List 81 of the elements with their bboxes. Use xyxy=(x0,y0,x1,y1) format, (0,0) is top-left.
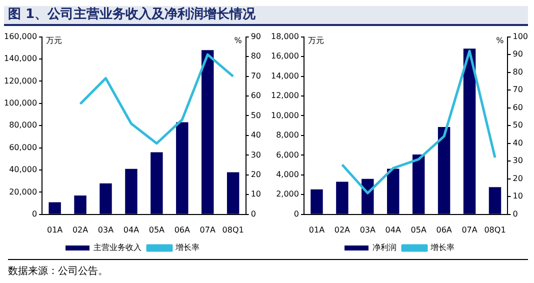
bar xyxy=(150,152,163,214)
y-tick-label: 140,000 xyxy=(4,54,38,64)
y-tick-label: 60,000 xyxy=(9,142,38,152)
bar xyxy=(48,202,61,214)
x-tick-label: 08Q1 xyxy=(484,225,506,234)
bar xyxy=(488,187,502,214)
y2-tick-label: 80 xyxy=(512,67,523,76)
y2-tick-label: 30 xyxy=(512,156,523,166)
x-tick-label: 05A xyxy=(410,225,427,234)
x-tick-label: 06A xyxy=(174,225,191,234)
x-tick-label: 05A xyxy=(148,225,166,234)
y2-tick-label: 50 xyxy=(250,110,262,120)
x-tick-label: 07A xyxy=(462,225,478,234)
bar xyxy=(336,182,348,214)
x-tick-label: 03A xyxy=(360,225,376,234)
y2-tick-label: 60 xyxy=(250,91,262,100)
y-tick-label: 14,000 xyxy=(270,71,299,80)
y-tick-label: 2,000 xyxy=(276,190,299,199)
y-tick-label: 6,000 xyxy=(276,150,299,160)
y-tick-label: 120,000 xyxy=(4,76,38,86)
y2-tick-label: 50 xyxy=(512,120,523,130)
x-tick-label: 02A xyxy=(334,225,351,234)
y2-tick-label: 20 xyxy=(250,170,262,180)
y2-tick-label: 70 xyxy=(250,71,262,80)
x-tick-label: 04A xyxy=(123,225,140,234)
bar xyxy=(412,154,425,214)
bar xyxy=(202,50,214,214)
bar xyxy=(100,183,112,214)
y2-tick-label: 90 xyxy=(250,32,262,41)
y2-tick-label: 40 xyxy=(250,130,262,140)
y2-tick-label: 40 xyxy=(512,138,523,148)
y2-tick-label: 0 xyxy=(250,209,256,218)
legend-label: 净利润 xyxy=(372,243,396,252)
bar xyxy=(310,189,323,214)
bar xyxy=(226,172,240,214)
y-tick-label: 18,000 xyxy=(270,32,299,41)
y2-tick-label: 90 xyxy=(512,50,523,59)
y-tick-label: 160,000 xyxy=(4,32,38,41)
legend-label: 增长率 xyxy=(174,243,200,252)
y-tick-label: 16,000 xyxy=(270,52,299,61)
y2-tick-label: 100 xyxy=(512,32,528,41)
y-tick-label: 0 xyxy=(294,209,299,218)
y-tick-label: 100,000 xyxy=(4,98,38,108)
bar xyxy=(463,48,476,214)
legend-label: 主营业务收入 xyxy=(94,243,142,252)
bar xyxy=(387,168,400,214)
x-tick-label: 01A xyxy=(308,225,326,234)
y-tick-label: 80,000 xyxy=(9,120,38,130)
y-axis-title: 万元 xyxy=(46,36,62,45)
chart-title: 图 1、公司主营业务收入及净利润增长情况 xyxy=(4,6,528,26)
y-tick-label: 0 xyxy=(32,209,38,218)
y-tick-label: 12,000 xyxy=(270,91,299,100)
bar xyxy=(125,168,138,214)
y2-axis-title: % xyxy=(496,36,504,45)
y2-tick-label: 80 xyxy=(250,52,262,61)
y-axis-title: 万元 xyxy=(308,36,324,45)
x-tick-label: 01A xyxy=(46,225,64,234)
y2-tick-label: 0 xyxy=(512,209,518,218)
x-tick-label: 07A xyxy=(200,225,216,234)
y-tick-label: 20,000 xyxy=(9,187,38,196)
y-tick-label: 10,000 xyxy=(270,110,299,120)
x-tick-label: 06A xyxy=(436,225,452,234)
y2-tick-label: 70 xyxy=(512,85,523,94)
y2-tick-label: 30 xyxy=(250,150,262,160)
y2-tick-label: 20 xyxy=(512,174,523,183)
legend-label: 增长率 xyxy=(430,243,454,252)
x-tick-label: 03A xyxy=(98,225,114,234)
y-tick-label: 4,000 xyxy=(276,170,299,180)
y-tick-label: 40,000 xyxy=(9,165,38,174)
y2-axis-title: % xyxy=(234,36,242,45)
y2-tick-label: 60 xyxy=(512,102,523,112)
x-tick-label: 02A xyxy=(72,225,89,234)
x-tick-label: 08Q1 xyxy=(222,225,244,234)
bar xyxy=(176,122,188,214)
y2-tick-label: 10 xyxy=(512,192,523,201)
x-tick-label: 04A xyxy=(385,225,402,234)
bar xyxy=(438,126,450,214)
source-note: 数据来源：公司公告。 xyxy=(8,264,108,278)
bar xyxy=(74,196,86,214)
y-tick-label: 8,000 xyxy=(276,130,299,140)
y2-tick-label: 10 xyxy=(250,190,262,199)
